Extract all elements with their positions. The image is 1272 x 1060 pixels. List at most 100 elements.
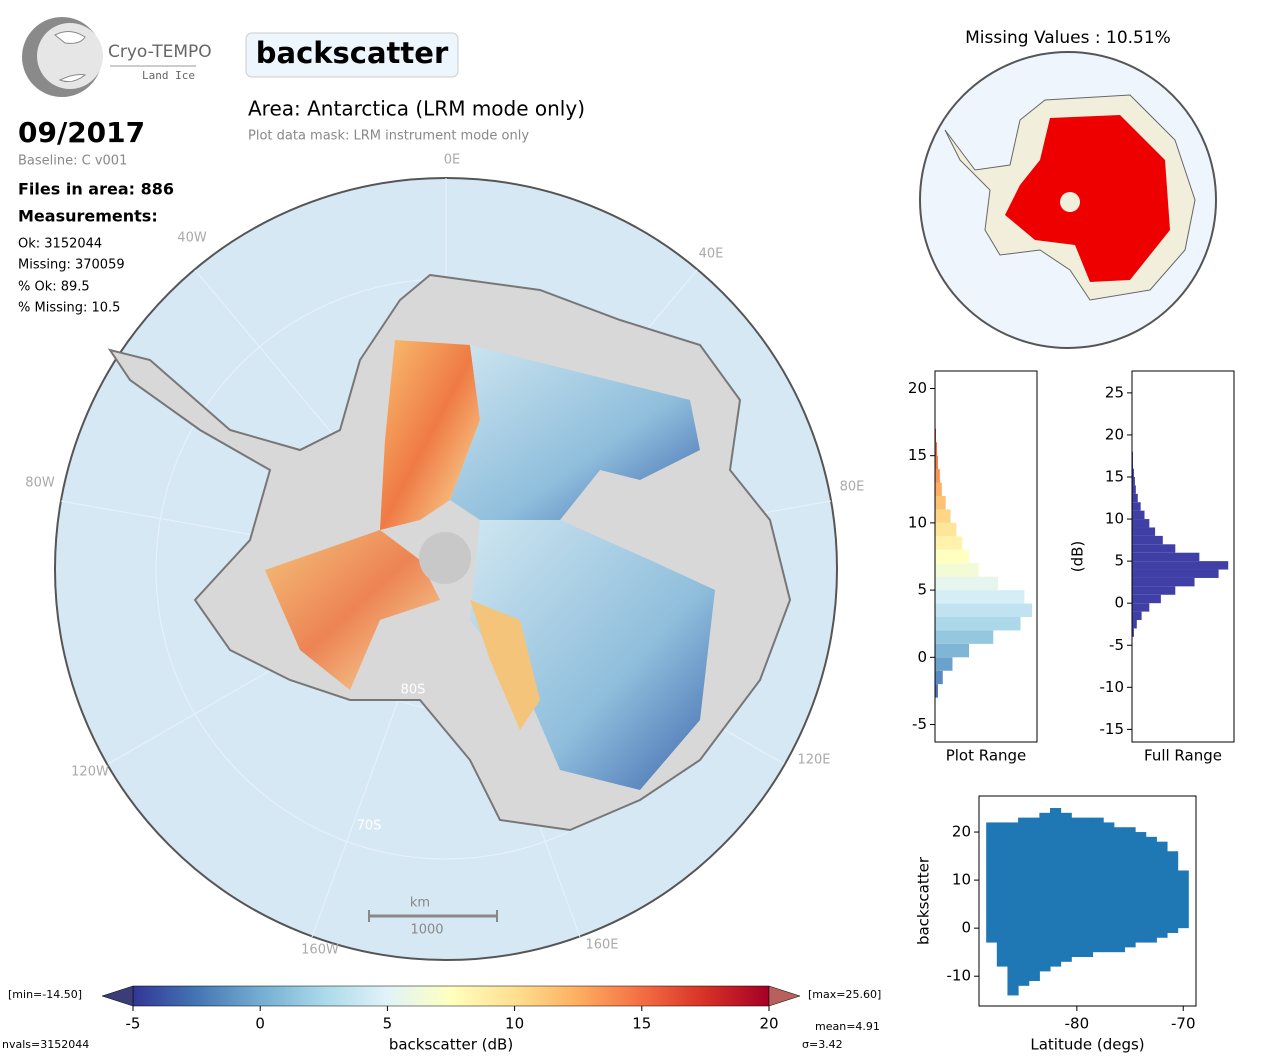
x-tick-label: 15 xyxy=(632,1015,651,1033)
axes-frame xyxy=(934,370,1038,743)
x-tick-label: 0 xyxy=(255,1015,265,1033)
variable-title: backscatter xyxy=(256,36,449,70)
histogram-bar xyxy=(935,643,969,658)
histogram-bar xyxy=(1132,544,1176,553)
max-label: [max=25.60] xyxy=(808,988,881,1001)
axes-frame xyxy=(978,795,1197,1007)
missing-title: Missing Values : 10.51% xyxy=(965,28,1171,48)
date: 09/2017 xyxy=(18,116,145,149)
scatter-range xyxy=(1018,817,1030,986)
histogram-bar xyxy=(1132,569,1219,578)
scatter-range xyxy=(1007,822,1019,996)
histogram-bar xyxy=(1132,527,1156,536)
histogram-bar xyxy=(1132,519,1150,528)
histogram-bar xyxy=(1132,502,1141,511)
scale-length: 1000 xyxy=(410,923,443,938)
histogram-bar xyxy=(935,469,940,483)
x-axis-label: Full Range xyxy=(1144,747,1222,765)
histogram-bar xyxy=(935,563,979,577)
histogram-bar xyxy=(1132,535,1163,545)
histogram-bar xyxy=(935,670,943,685)
baseline: Baseline: C v001 xyxy=(18,154,127,169)
scatter-range xyxy=(1039,812,1051,972)
histogram-bar xyxy=(1132,468,1134,477)
y-tick-label: 25 xyxy=(1105,383,1124,401)
histogram-bar xyxy=(1132,577,1195,587)
graticule-label: 40W xyxy=(177,231,207,246)
nvals-label: nvals=3152044 xyxy=(2,1038,89,1051)
y-tick-label: 20 xyxy=(1105,425,1124,443)
histogram-bar xyxy=(1132,611,1142,621)
x-axis-label: Plot Range xyxy=(946,747,1027,765)
min-label: [min=-14.50] xyxy=(8,988,82,1001)
histogram-bar xyxy=(935,509,951,523)
scatter-range xyxy=(1156,841,1168,938)
scatter-range xyxy=(1135,832,1147,943)
histogram-bar xyxy=(935,657,953,671)
stat: % Ok: 89.5 xyxy=(18,280,90,295)
scatter-range xyxy=(1028,817,1040,982)
area-title: Area: Antarctica (LRM mode only) xyxy=(248,97,585,121)
colorbar xyxy=(132,985,770,1007)
scatter-range xyxy=(1081,817,1094,957)
histogram-bar xyxy=(1132,485,1136,494)
scatter-range xyxy=(1167,851,1179,933)
histogram-bar xyxy=(1132,628,1134,637)
y-tick-label: 20 xyxy=(952,823,971,841)
variable-box xyxy=(245,32,459,78)
logo-subtext: Land Ice xyxy=(142,69,195,82)
y-tick-label: 0 xyxy=(917,648,927,666)
histogram-bar xyxy=(935,549,969,564)
scatter-range xyxy=(1103,822,1115,953)
scatter-range xyxy=(1145,836,1157,943)
histogram-bar xyxy=(935,684,938,698)
colorbar-over xyxy=(768,985,801,1007)
graticule-label: 160W xyxy=(301,943,339,958)
histogram-bar xyxy=(1132,493,1138,503)
x-tick-label: 5 xyxy=(383,1015,393,1033)
histogram-bar xyxy=(935,630,994,644)
x-tick-label: 10 xyxy=(505,1015,524,1033)
missing-map xyxy=(919,51,1217,349)
scatter-range xyxy=(1050,808,1062,967)
logo: Cryo-TEMPO Land Ice xyxy=(22,17,212,97)
y-tick-label: 0 xyxy=(1114,594,1124,612)
stat: Ok: 3152044 xyxy=(18,237,102,252)
scatter-range xyxy=(1092,817,1104,953)
axes-frame xyxy=(1131,370,1235,743)
stat: Missing: 370059 xyxy=(18,258,125,273)
histogram-bar xyxy=(1132,561,1229,570)
graticule-label: 80S xyxy=(401,683,426,698)
scatter-range xyxy=(1124,827,1136,948)
histogram-bar xyxy=(935,482,942,497)
y-tick-label: -15 xyxy=(1100,720,1125,738)
histogram-bar xyxy=(1132,586,1176,595)
scatter-range xyxy=(1060,812,1072,962)
histogram-bar xyxy=(1132,603,1150,612)
y-tick-label: -10 xyxy=(947,967,972,985)
y-tick-label: 10 xyxy=(952,871,971,889)
graticule-label: 80W xyxy=(25,476,55,491)
graticule-label: 120E xyxy=(797,753,830,768)
x-tick-label: -5 xyxy=(126,1015,141,1033)
files: Files in area: 886 xyxy=(18,180,174,199)
x-axis-label: Latitude (degs) xyxy=(1030,1036,1144,1054)
graticule-label: 0E xyxy=(444,153,461,168)
scatter-range xyxy=(996,822,1008,967)
y-tick-label: 10 xyxy=(1105,510,1124,528)
x-tick-label: 20 xyxy=(759,1015,778,1033)
y-tick-label: 10 xyxy=(908,513,927,531)
histogram-bar xyxy=(935,590,1025,604)
y-axis-label: backscatter xyxy=(915,856,933,945)
graticule-label: 70S xyxy=(357,819,382,834)
graticule-label: 120W xyxy=(71,765,109,780)
histogram-bar xyxy=(935,576,999,591)
histogram-bar xyxy=(1132,510,1145,520)
y-tick-label: 0 xyxy=(961,919,971,937)
histogram-bar xyxy=(935,442,937,456)
mask-text: Plot data mask: LRM instrument mode only xyxy=(248,129,529,144)
histogram-bar xyxy=(935,522,957,537)
main-map: km 1000 0E 40E 80E 120E 160E 160W 120W 8… xyxy=(25,153,864,961)
scatter-range xyxy=(1071,817,1083,957)
